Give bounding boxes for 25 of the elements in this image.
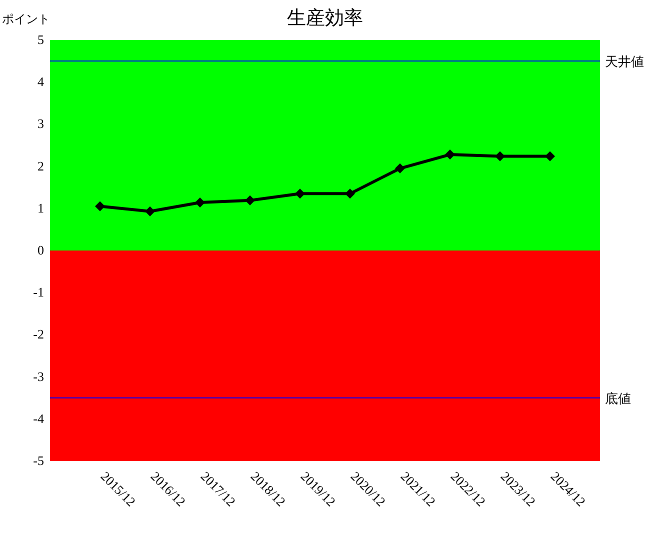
- point: [395, 163, 405, 174]
- point: [245, 195, 255, 206]
- y-tick-label: -2: [33, 326, 44, 342]
- y-tick-label: 1: [38, 200, 44, 216]
- y-tick-label: -1: [33, 284, 44, 300]
- point: [295, 188, 305, 199]
- ref-line-label: 天井値: [605, 54, 644, 70]
- point: [195, 198, 205, 208]
- y-tick-label: 0: [38, 242, 44, 258]
- y-tick-label: -4: [33, 410, 44, 426]
- ref-line-label: 底値: [605, 390, 631, 406]
- chart-title: 生産効率: [287, 7, 363, 29]
- point: [145, 206, 155, 216]
- point: [445, 150, 455, 160]
- y-tick-label: 4: [38, 74, 44, 90]
- y-tick-label: 3: [38, 116, 44, 132]
- y-tick-label: -3: [33, 368, 44, 384]
- y-tick-label: 2: [38, 158, 44, 174]
- point: [95, 201, 105, 212]
- point: [495, 151, 505, 162]
- y-tick-label: -5: [33, 453, 44, 468]
- y-axis-title: ポイント: [2, 12, 50, 26]
- point: [345, 188, 355, 199]
- point: [545, 151, 555, 162]
- y-tick-label: 5: [38, 32, 44, 47]
